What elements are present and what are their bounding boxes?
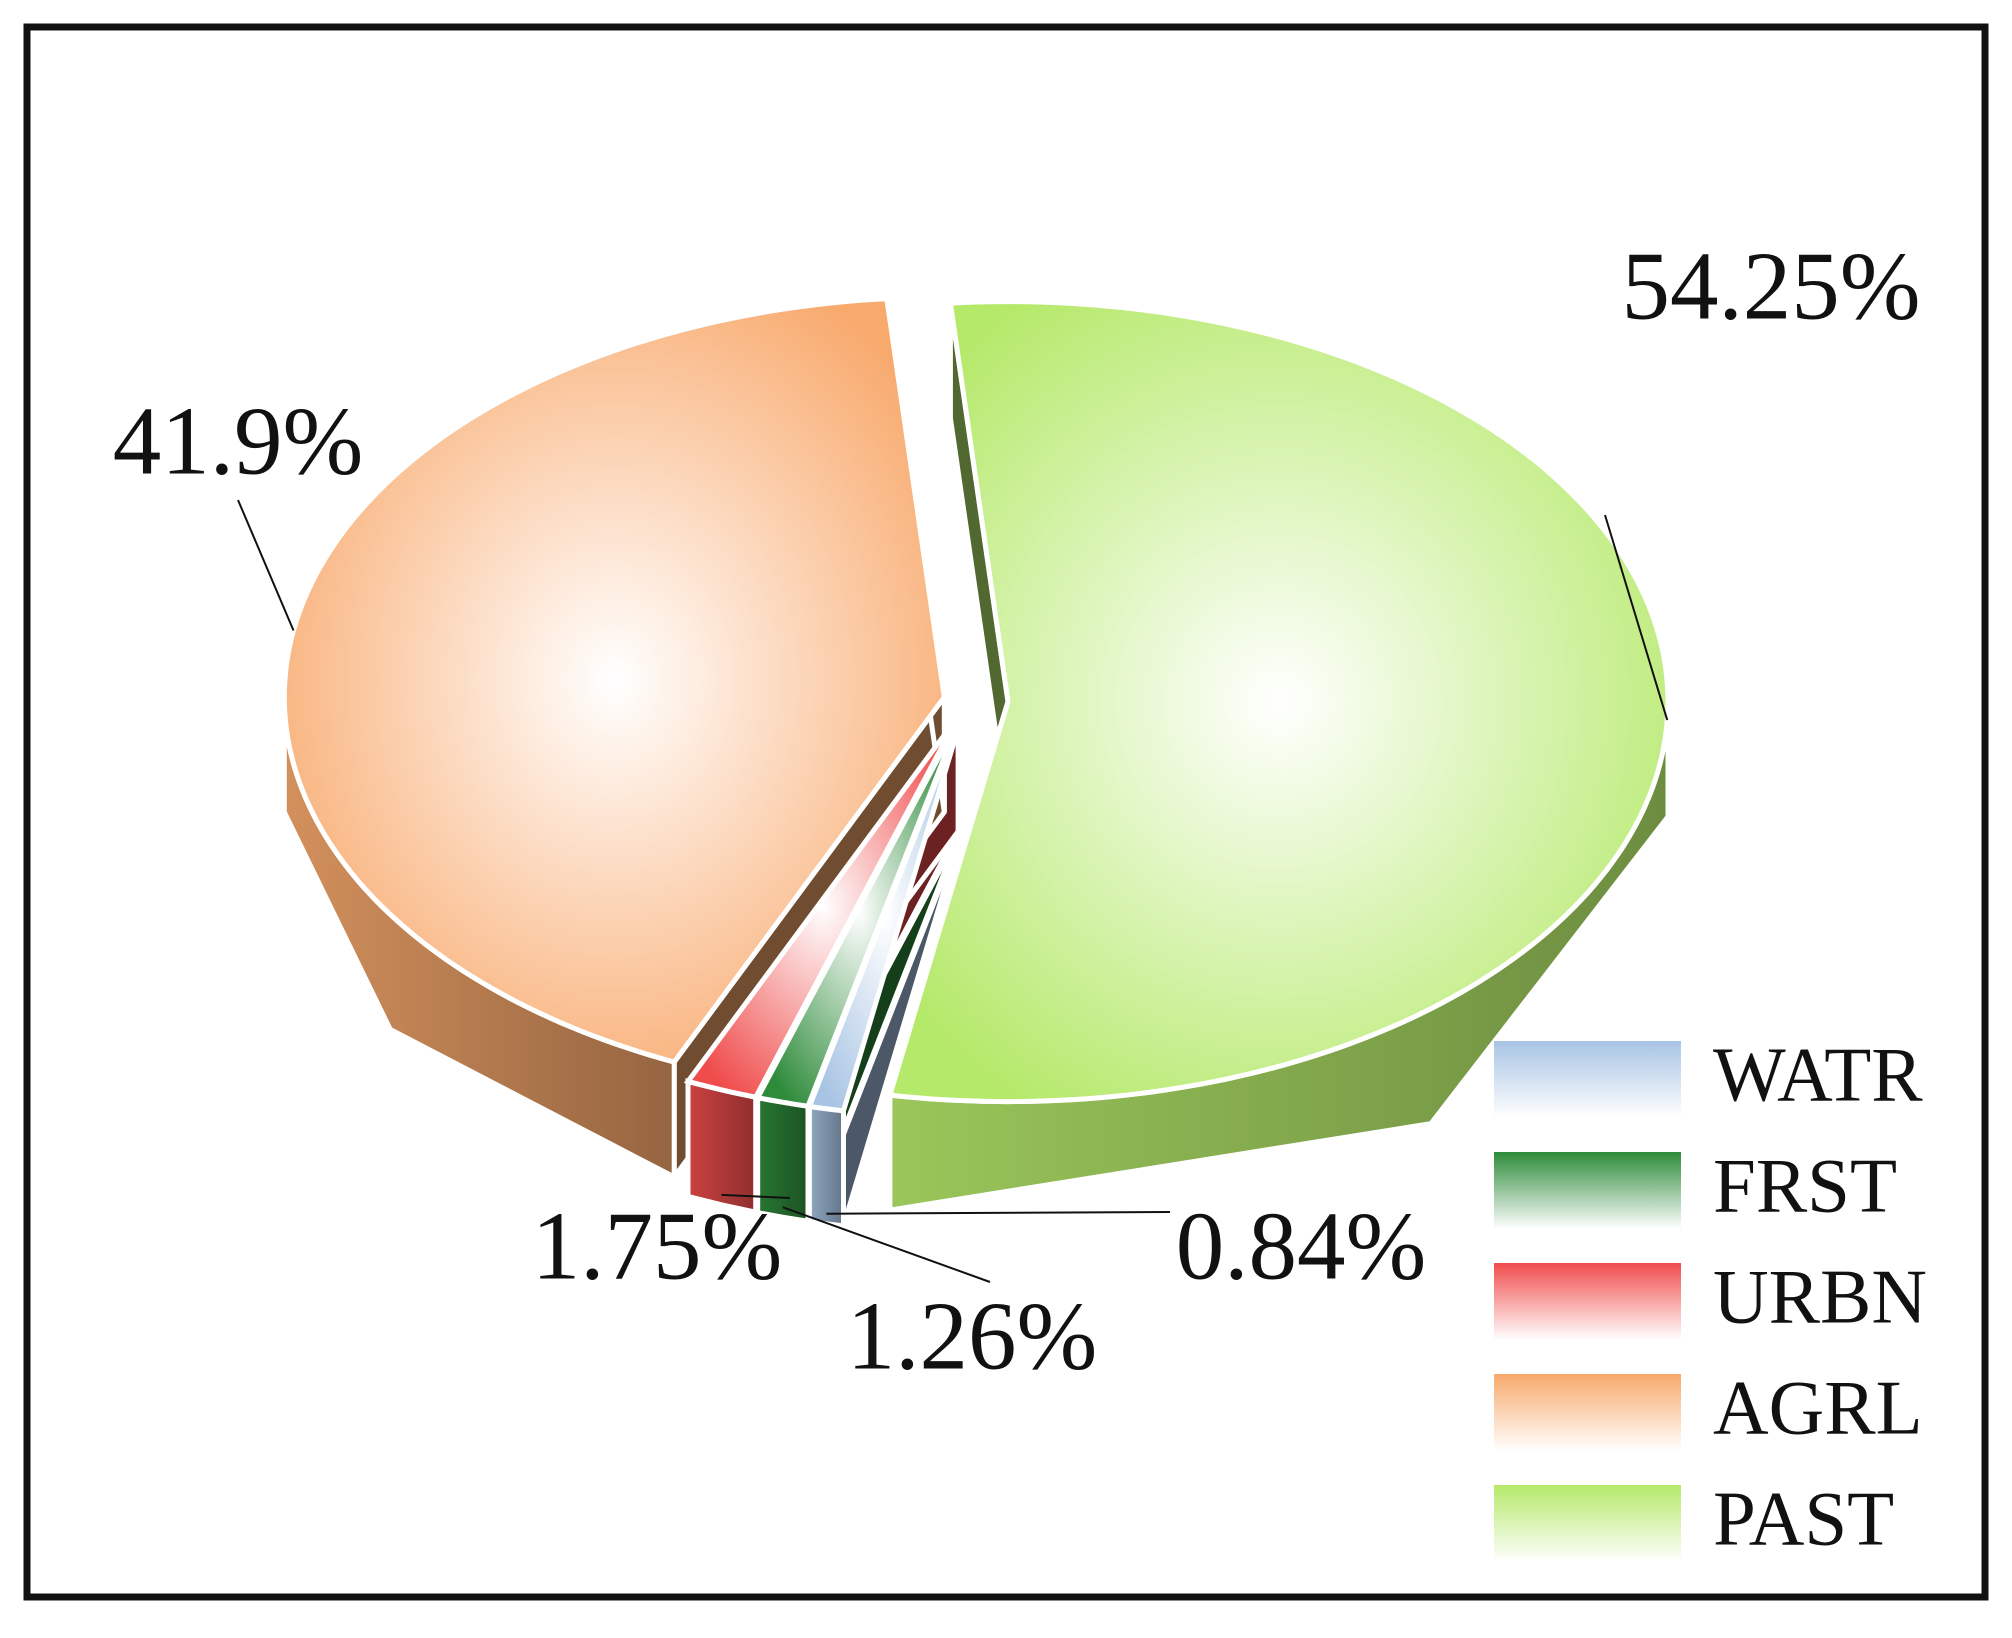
leader-line: [237, 499, 295, 631]
value-label: 0.84%: [1176, 1192, 1427, 1299]
value-label: 54.25%: [1621, 232, 1920, 339]
leader-line: [721, 1193, 791, 1199]
leader-line: [826, 1211, 1171, 1215]
leader-line: [1604, 514, 1669, 721]
value-label: 1.75%: [532, 1192, 783, 1299]
legend-swatch: [1494, 1152, 1681, 1229]
value-label: 41.9%: [113, 387, 364, 494]
legend-swatch: [1494, 1041, 1681, 1118]
legend-swatch: [1494, 1263, 1681, 1340]
legend-swatch: [1494, 1485, 1681, 1562]
legend-swatch: [1494, 1374, 1681, 1451]
slice-side: [806, 1103, 846, 1229]
legend-label: FRST: [1713, 1143, 1897, 1229]
legend-label: AGRL: [1713, 1365, 1923, 1451]
legend-label: URBN: [1713, 1254, 1927, 1340]
legend-label: WATR: [1713, 1032, 1923, 1118]
leader-line: [782, 1206, 991, 1283]
pie-slice: [683, 714, 961, 1101]
legend-label: PAST: [1713, 1476, 1894, 1562]
value-label: 1.26%: [847, 1282, 1098, 1389]
